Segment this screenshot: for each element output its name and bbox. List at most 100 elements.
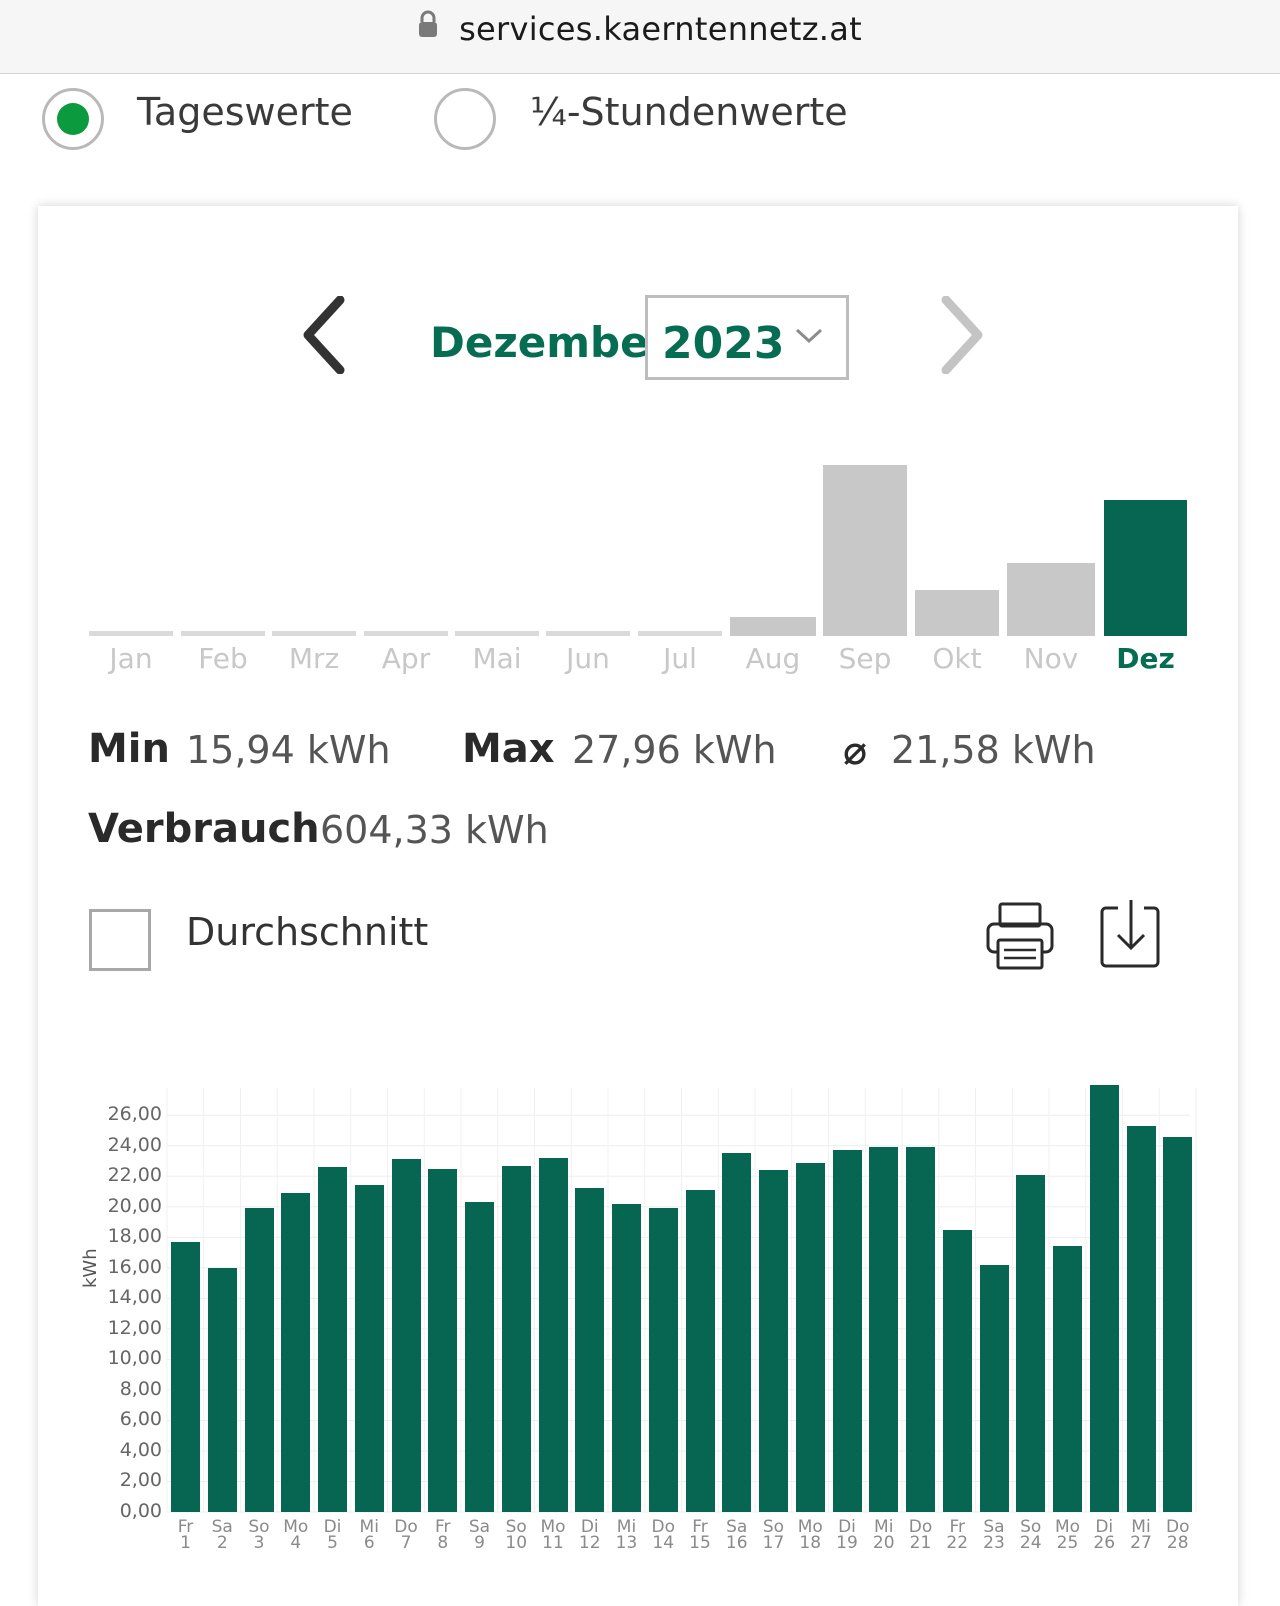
month-bar-jun[interactable]	[546, 631, 630, 636]
day-number: 12	[578, 1533, 601, 1553]
day-bar[interactable]	[465, 1202, 494, 1512]
month-bar-aug[interactable]	[730, 617, 816, 636]
day-bar[interactable]	[354, 1185, 384, 1512]
day-bar[interactable]	[832, 1150, 862, 1512]
month-bar-feb[interactable]	[181, 631, 265, 636]
month-label-mrz[interactable]: Mrz	[288, 642, 340, 675]
day-bar[interactable]	[795, 1162, 825, 1512]
day-label: Sa 23	[976, 1519, 1012, 1552]
day-bar[interactable]	[575, 1188, 605, 1512]
month-bar-apr[interactable]	[364, 631, 448, 636]
radio-viertelstundenwerte[interactable]	[434, 88, 496, 150]
y-tick-label: 18,00	[107, 1225, 162, 1248]
year-select[interactable]: 2023	[645, 295, 849, 380]
month-label-jun[interactable]: Jun	[566, 642, 610, 675]
day-bar[interactable]	[979, 1264, 1009, 1512]
month-label-aug[interactable]: Aug	[745, 642, 801, 675]
day-label: So 24	[1013, 1519, 1049, 1552]
month-label-mai[interactable]: Mai	[472, 642, 522, 675]
month-label-nov[interactable]: Nov	[1023, 642, 1079, 675]
day-bar[interactable]	[1016, 1174, 1046, 1512]
month-label-apr[interactable]: Apr	[381, 642, 431, 675]
day-number: 11	[542, 1533, 564, 1553]
download-button[interactable]	[1098, 898, 1164, 974]
day-number: 1	[180, 1533, 191, 1553]
day-label: Di 5	[315, 1519, 351, 1552]
day-bar[interactable]	[869, 1147, 899, 1512]
month-label-sep[interactable]: Sep	[838, 642, 892, 675]
day-bar[interactable]	[1089, 1085, 1119, 1512]
month-label-dez[interactable]: Dez	[1116, 642, 1175, 675]
average-checkbox-label[interactable]: Durchschnitt	[186, 910, 429, 954]
day-bar[interactable]	[391, 1159, 421, 1512]
browser-url-bar[interactable]: services.kaerntennetz.at	[0, 0, 1280, 74]
day-bar[interactable]	[612, 1203, 641, 1512]
day-weekday: So	[505, 1517, 527, 1537]
month-bar-mrz[interactable]	[272, 631, 356, 636]
day-weekday: Di	[580, 1517, 599, 1537]
day-number: 22	[946, 1533, 969, 1553]
average-checkbox[interactable]	[89, 909, 151, 971]
month-label-jan[interactable]: Jan	[109, 642, 153, 675]
day-weekday: Do	[394, 1517, 418, 1537]
day-number: 18	[799, 1533, 822, 1553]
y-tick-label: 8,00	[119, 1377, 162, 1400]
day-bar[interactable]	[1053, 1246, 1082, 1512]
day-label: Fr 1	[168, 1517, 204, 1553]
day-label: Di 26	[1086, 1519, 1122, 1552]
day-number: 17	[762, 1533, 785, 1553]
chevron-down-icon	[795, 328, 823, 344]
day-bar[interactable]	[281, 1193, 311, 1512]
day-label: Do 28	[1160, 1519, 1196, 1552]
radio-viertelstundenwerte-label[interactable]: ¼-Stundenwerte	[530, 90, 848, 134]
day-bar[interactable]	[906, 1147, 935, 1512]
day-number: 9	[474, 1533, 485, 1553]
url-text[interactable]: services.kaerntennetz.at	[459, 10, 863, 48]
month-label-jul[interactable]: Jul	[663, 642, 697, 675]
day-bar[interactable]	[501, 1165, 531, 1512]
print-button[interactable]	[984, 900, 1056, 976]
day-bar[interactable]	[428, 1168, 458, 1512]
lock-icon	[418, 10, 438, 42]
day-bar[interactable]	[942, 1229, 972, 1512]
month-bar-jan[interactable]	[89, 631, 173, 636]
day-weekday: Di	[838, 1517, 856, 1537]
day-bar[interactable]	[648, 1208, 678, 1512]
next-month-button[interactable]	[938, 295, 986, 378]
month-title: Dezember	[430, 318, 670, 367]
total-value: 604,33 kWh	[320, 808, 549, 852]
month-bar-okt[interactable]	[915, 589, 999, 636]
max-value: 27,96 kWh	[572, 728, 777, 772]
month-bar-dez[interactable]	[1104, 500, 1187, 636]
month-label-feb[interactable]: Feb	[198, 642, 248, 675]
chevron-right-icon	[941, 295, 983, 375]
month-bar-mai[interactable]	[455, 631, 539, 636]
prev-month-button[interactable]	[300, 295, 348, 378]
day-bar[interactable]	[1126, 1125, 1156, 1512]
day-bar[interactable]	[1163, 1136, 1193, 1512]
day-bar[interactable]	[538, 1157, 568, 1512]
day-bar[interactable]	[171, 1241, 200, 1512]
day-weekday: Mi	[359, 1517, 379, 1537]
day-bar[interactable]	[685, 1190, 715, 1512]
day-bar[interactable]	[318, 1167, 347, 1512]
day-weekday: Fr	[434, 1517, 451, 1537]
radio-tageswerte[interactable]	[42, 88, 104, 150]
day-bar[interactable]	[244, 1208, 274, 1512]
day-bar[interactable]	[722, 1153, 752, 1512]
month-bar-sep[interactable]	[823, 465, 907, 636]
month-bar-jul[interactable]	[638, 631, 722, 636]
day-weekday: Fr	[177, 1517, 194, 1537]
month-bar-nov[interactable]	[1007, 562, 1095, 636]
radio-tageswerte-label[interactable]: Tageswerte	[137, 90, 353, 134]
day-bar[interactable]	[207, 1267, 237, 1512]
day-label: Di 12	[572, 1517, 608, 1553]
day-bar[interactable]	[759, 1170, 788, 1512]
day-weekday: Do	[651, 1517, 676, 1537]
y-tick-label: 14,00	[107, 1286, 162, 1309]
month-label-okt[interactable]: Okt	[932, 642, 982, 675]
max-label: Max	[462, 726, 555, 772]
day-label: Mo 18	[792, 1519, 828, 1553]
day-label: Do 21	[903, 1519, 939, 1552]
day-label: Mi 27	[1123, 1519, 1159, 1552]
